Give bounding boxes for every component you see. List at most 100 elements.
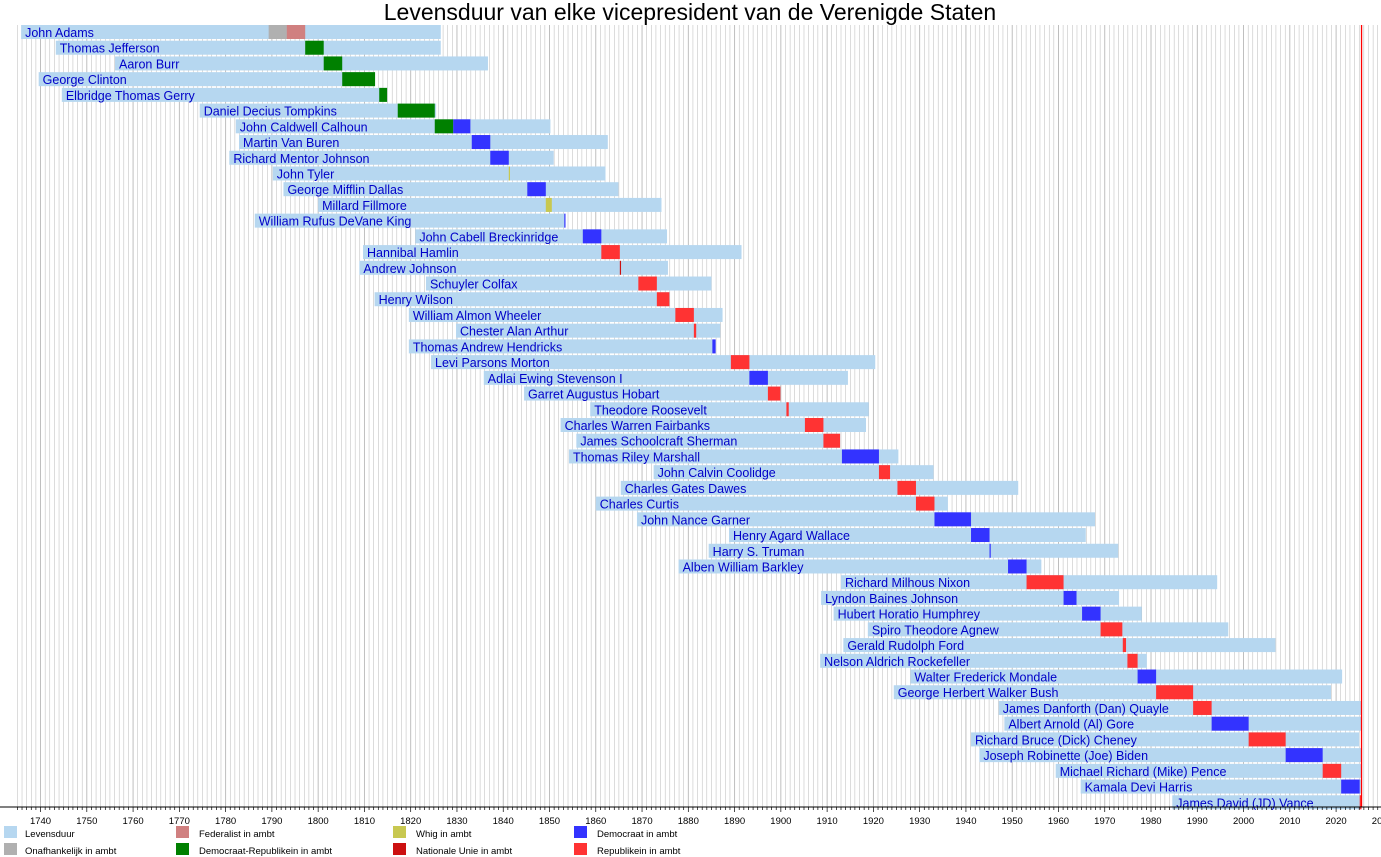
term-bar (1285, 748, 1323, 763)
vice-president-row: Martin Van Buren (239, 135, 608, 150)
term-bar (1322, 763, 1342, 778)
lifespan-bar (833, 606, 1142, 621)
vice-president-name: Alben William Barkley (683, 560, 805, 574)
lifespan-bar (821, 590, 1120, 605)
term-bar (786, 402, 789, 417)
vice-president-name: John Nance Garner (641, 513, 750, 527)
lifespan-bar (595, 496, 948, 511)
x-tick-label: 1940 (955, 816, 976, 827)
term-bar (490, 150, 509, 165)
vice-president-row: Theodore Roosevelt (590, 402, 869, 417)
term-bar (1248, 732, 1286, 747)
lifespan-bar (1080, 779, 1362, 794)
vice-president-row: Andrew Johnson (359, 260, 668, 276)
x-tick-label: 1870 (631, 816, 652, 827)
lifespan-bar (1055, 763, 1362, 778)
term-bar (1082, 606, 1101, 621)
vice-president-name: Kamala Devi Harris (1085, 781, 1193, 795)
term-bar (1008, 559, 1027, 574)
lifespan-bar (998, 700, 1362, 715)
term-bar (656, 292, 670, 307)
vice-president-name: John Tyler (277, 167, 334, 181)
vice-president-row: Joseph Robinette (Joe) Biden (979, 748, 1362, 763)
vice-president-row: Albert Arnold (Al) Gore (1004, 716, 1362, 732)
chart-title: Levensduur van elke vicepresident van de… (384, 0, 996, 25)
lifespan-bar (229, 150, 554, 165)
legend: Levensduur Federalist in ambt Whig in ambt… (4, 826, 681, 857)
vice-president-row: Charles Warren Fairbanks (560, 418, 866, 433)
term-bar (619, 260, 622, 275)
x-tick-label: 1950 (1002, 816, 1023, 827)
x-tick-label: 1740 (30, 816, 51, 827)
lifespan-bar (363, 245, 742, 260)
term-bar (582, 229, 602, 244)
vice-president-row: George Mifflin Dallas (283, 182, 619, 197)
vice-president-name: Thomas Andrew Hendricks (413, 340, 562, 354)
lifespan-bar (456, 323, 721, 338)
x-tick-label: 1920 (863, 816, 884, 827)
x-tick-label: 2020 (1326, 816, 1347, 827)
term-bar (1122, 638, 1127, 653)
lifespan-bar (61, 87, 388, 102)
vice-president-row: John Adams (21, 25, 441, 40)
lifespan-bar (729, 528, 1086, 543)
legend-label: Republikein in ambt (597, 846, 681, 857)
lifespan-bar (524, 386, 781, 401)
x-tick-label: 1980 (1140, 816, 1161, 827)
vice-president-name: Albert Arnold (Al) Gore (1008, 718, 1134, 732)
vice-president-row: James Schoolcraft Sherman (576, 433, 841, 449)
legend-label: Whig in ambt (416, 829, 472, 840)
term-bar (305, 40, 324, 55)
vice-president-row: Richard Milhous Nixon (841, 575, 1218, 590)
lifespan-bar (55, 40, 441, 55)
lifespan-bar (239, 135, 608, 150)
x-tick-label: 1830 (446, 816, 467, 827)
term-bar (434, 119, 454, 134)
lifespan-bar (272, 166, 606, 181)
term-bar (286, 25, 306, 39)
vice-president-row: George Clinton (38, 72, 376, 87)
lifespan-bar (1172, 795, 1362, 810)
x-tick-label: 1890 (724, 816, 745, 827)
term-bar (693, 323, 697, 338)
lifespan-bar (21, 25, 441, 39)
term-bar (730, 355, 750, 370)
legend-swatch (176, 826, 189, 838)
term-bar (934, 512, 972, 527)
term-bar (508, 166, 510, 181)
vice-president-name: Henry Wilson (379, 293, 453, 307)
vice-president-row: William Almon Wheeler (408, 307, 723, 323)
vice-president-name: Hubert Horatio Humphrey (838, 608, 981, 622)
vice-president-name: Schuyler Colfax (430, 278, 518, 292)
vice-president-name: Theodore Roosevelt (594, 403, 707, 417)
x-tick-label: 1780 (215, 816, 236, 827)
vice-president-name: William Almon Wheeler (413, 309, 542, 323)
vice-president-name: Daniel Decius Tompkins (204, 105, 337, 119)
x-tick-label: 1820 (400, 816, 421, 827)
vice-president-row: John Nance Garner (636, 512, 1096, 527)
term-bar (897, 480, 916, 495)
vice-president-row: Michael Richard (Mike) Pence (1055, 763, 1362, 779)
x-tick-label: 1930 (909, 816, 930, 827)
lifespan-bar (708, 543, 1119, 558)
term-bar (342, 72, 376, 87)
term-bar (397, 103, 435, 118)
term-bar (1156, 685, 1194, 700)
vice-president-name: Joseph Robinette (Joe) Biden (983, 749, 1148, 763)
vice-president-name: Aaron Burr (119, 57, 179, 71)
vice-president-name: Gerald Rudolph Ford (847, 639, 964, 653)
term-bar (712, 339, 716, 354)
x-tick-label: 1760 (123, 816, 144, 827)
x-axis: 1740 1750 1760 1770 1780 1790 1800 1810 1820 1830… (0, 806, 1381, 827)
x-tick-label: 1910 (817, 816, 838, 827)
vice-president-row: Walter Frederick Mondale (910, 669, 1343, 685)
term-bar (379, 87, 388, 102)
vice-president-row: Hubert Horatio Humphrey (833, 606, 1142, 622)
vice-president-row: Chester Alan Arthur (456, 323, 721, 339)
term-bar (841, 449, 879, 464)
lifespan-bar (620, 480, 1019, 495)
vice-president-row: Hannibal Hamlin (363, 245, 742, 260)
lifespan-bar (374, 292, 670, 307)
vice-president-name: George Herbert Walker Bush (898, 686, 1059, 700)
x-tick-label: 1840 (493, 816, 514, 827)
